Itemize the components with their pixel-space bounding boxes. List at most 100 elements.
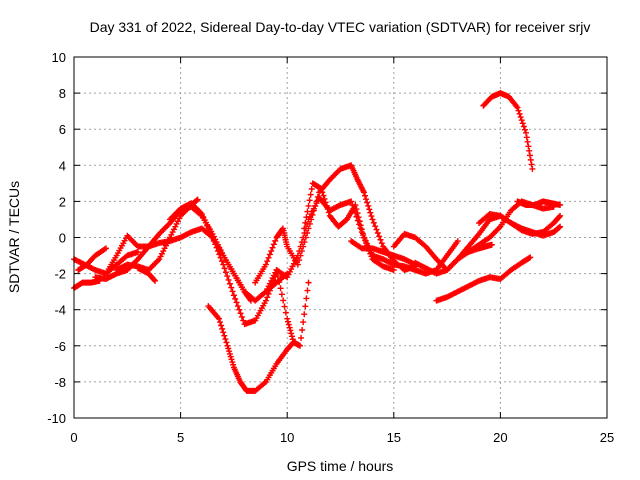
data-point <box>240 317 247 324</box>
x-tick-label: 0 <box>70 430 77 445</box>
x-tick-label: 15 <box>387 430 401 445</box>
data-point <box>367 250 374 257</box>
grid-lines <box>74 57 607 418</box>
data-point <box>376 233 383 240</box>
data-point <box>236 306 243 313</box>
data-point <box>305 279 312 286</box>
data-point <box>264 258 271 265</box>
data-point <box>366 206 373 213</box>
x-tick-label: 20 <box>493 430 507 445</box>
y-tick-label: -4 <box>54 303 66 318</box>
data-point <box>353 206 360 213</box>
data-point <box>527 254 534 261</box>
data-point <box>360 234 367 241</box>
data-point <box>523 134 530 141</box>
data-point <box>265 254 272 261</box>
data-point <box>355 214 362 221</box>
data-point <box>268 248 275 255</box>
data-point <box>276 279 283 286</box>
data-point <box>303 214 310 221</box>
data-series <box>75 245 109 273</box>
data-point <box>218 322 225 329</box>
data-point <box>522 129 529 136</box>
data-point <box>359 230 366 237</box>
data-point <box>280 297 287 304</box>
data-point <box>285 318 291 325</box>
data-point <box>390 266 397 273</box>
data-point <box>354 210 361 217</box>
data-point <box>524 138 531 145</box>
data-point <box>294 261 301 268</box>
data-series <box>262 194 461 295</box>
data-point <box>230 361 237 368</box>
data-point <box>264 294 271 301</box>
data-point <box>294 252 301 259</box>
data-point <box>348 198 355 205</box>
data-point <box>296 342 303 349</box>
data-point <box>363 239 370 246</box>
axis-ticks: 0 5 10 15 20 25 -10 -8 -6 -4 -2 0 2 4 6 8 10 <box>47 50 614 445</box>
data-point <box>356 218 363 225</box>
data-point <box>308 185 315 192</box>
data-point <box>488 241 495 248</box>
data-point <box>320 192 327 199</box>
data-point <box>229 288 236 295</box>
y-tick-label: 6 <box>59 122 66 137</box>
data-series <box>301 180 397 273</box>
data-point <box>298 334 305 341</box>
data-point <box>288 333 295 340</box>
data-point <box>322 199 329 206</box>
data-point <box>297 243 304 250</box>
y-tick-label: -2 <box>54 267 66 282</box>
data-point <box>286 324 293 331</box>
data-point <box>219 325 226 332</box>
data-point <box>282 309 289 316</box>
x-tick-label: 10 <box>280 430 294 445</box>
data-series <box>433 254 534 304</box>
data-point <box>303 295 310 302</box>
data-point <box>216 251 223 258</box>
data-point <box>299 327 306 334</box>
data-series <box>514 198 564 209</box>
data-point <box>363 196 370 203</box>
y-tick-label: 4 <box>59 158 66 173</box>
data-point <box>357 222 364 229</box>
data-point <box>217 254 224 261</box>
data-point <box>230 292 237 299</box>
chart-title: Day 331 of 2022, Sidereal Day-to-day VTE… <box>90 19 591 35</box>
data-point <box>520 123 527 130</box>
data-point <box>528 161 535 168</box>
data-point <box>302 219 309 226</box>
data-point <box>374 229 381 236</box>
data-series <box>71 277 103 292</box>
data-point <box>281 303 288 310</box>
data-point <box>234 303 241 310</box>
data-point <box>358 226 365 233</box>
data-point <box>521 126 528 133</box>
data-point <box>226 280 233 287</box>
data-point <box>284 315 291 322</box>
data-point <box>373 226 380 233</box>
data-point <box>368 253 375 260</box>
data-point <box>556 213 563 220</box>
data-point <box>228 284 235 291</box>
data-point <box>232 295 239 302</box>
data-point <box>214 248 221 255</box>
data-point <box>237 310 244 317</box>
data-point <box>557 202 564 209</box>
data-point <box>360 189 367 196</box>
data-point <box>527 156 534 163</box>
data-point <box>307 191 314 198</box>
data-point <box>221 265 228 272</box>
data-point <box>362 237 369 244</box>
data-point <box>515 107 522 114</box>
data-point <box>518 117 525 124</box>
data-point <box>298 239 305 246</box>
data-series <box>134 265 159 284</box>
data-point <box>151 276 158 283</box>
data-point <box>300 234 307 241</box>
data-point <box>270 241 277 248</box>
data-point <box>215 315 222 322</box>
data-point <box>352 202 359 209</box>
